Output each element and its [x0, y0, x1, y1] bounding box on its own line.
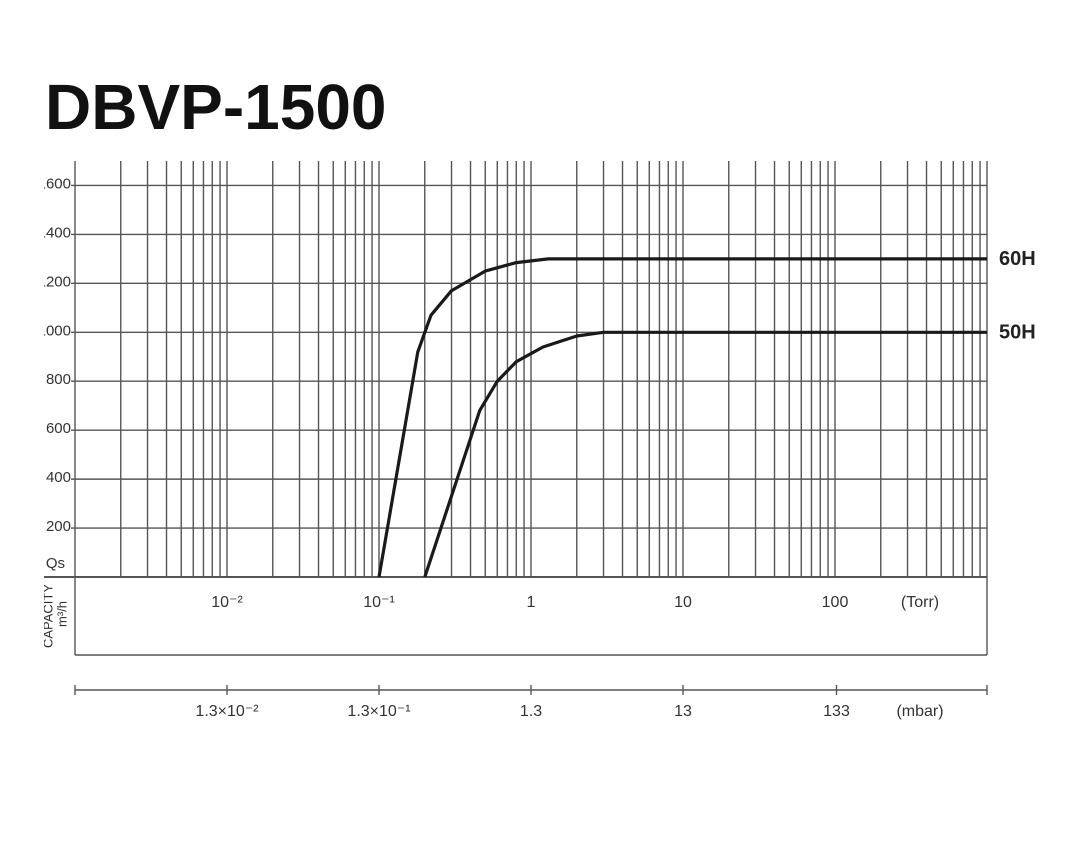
x2-axis-label: (mbar) [896, 703, 943, 720]
left-labels: 200 400 600 800 1000 1200 1400 1600 Qs CAPACITY m³… [38, 175, 71, 648]
y-tick-label: 200 [46, 518, 71, 535]
y-tick-label: 1600 [38, 175, 71, 192]
x2-tick-label: 1.3×10⁻¹ [347, 703, 410, 720]
x-tick-label: 1 [527, 594, 536, 611]
x-tick-label: 10⁻² [211, 594, 243, 611]
series-line [423, 330, 987, 578]
chart-title: DBVP-1500 [45, 71, 387, 143]
y-tick-label: 1200 [38, 273, 71, 290]
x-tick-label: 100 [822, 594, 849, 611]
x2-tick-label: 13 [674, 703, 692, 720]
series-line [377, 257, 987, 578]
y-tick-label: 600 [46, 420, 71, 437]
y-tick-label: 1400 [38, 224, 71, 241]
x-tick-label: 10 [674, 594, 692, 611]
x-axis-label: (Torr) [901, 594, 939, 611]
y-tick-label: 800 [46, 371, 71, 388]
x-tick-label: 10⁻¹ [363, 594, 395, 611]
y-axis-label: CAPACITY [40, 584, 55, 648]
y-axis-unit: m³/h [54, 601, 69, 627]
y-tick-label: 400 [46, 469, 71, 486]
y-symbol: Qs [46, 555, 65, 572]
series-label: 50H [999, 322, 1036, 344]
x2-tick-label: 1.3×10⁻² [195, 703, 259, 720]
x2-tick-label: 1.3 [520, 703, 542, 720]
series-label: 60H [999, 248, 1036, 270]
x2-tick-label: 133 [823, 703, 850, 720]
y-tick-label: 1000 [38, 322, 71, 339]
